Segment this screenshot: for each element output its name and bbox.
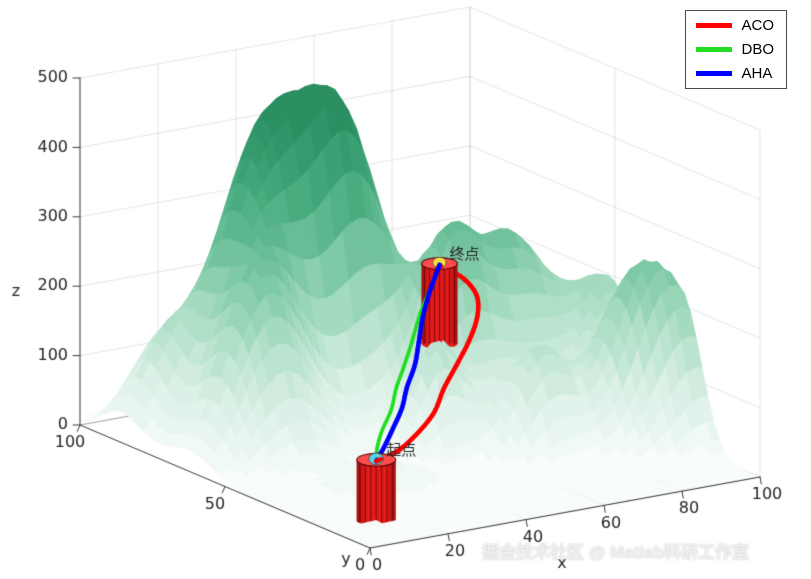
legend-entry-label: DBO (741, 41, 774, 58)
legend-entry-label: ACO (741, 17, 774, 34)
legend-entry-label: AHA (741, 65, 773, 82)
legend-line-swatch (696, 71, 733, 76)
legend: ACO DBO AHA (685, 10, 787, 89)
legend-line-swatch (696, 47, 733, 52)
watermark: 掘金技术社区 @ Matlab科研工作室 (482, 543, 749, 562)
legend-line-swatch (696, 23, 733, 28)
legend-entry-aha: AHA (696, 66, 774, 81)
legend-entry-dbo: DBO (696, 42, 774, 57)
legend-entry-aco: ACO (696, 18, 774, 33)
